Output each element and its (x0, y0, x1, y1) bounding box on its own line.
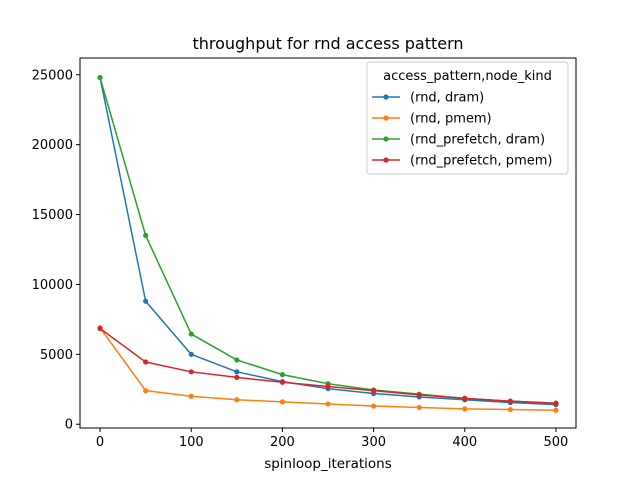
data-point (553, 400, 559, 406)
data-point (188, 369, 194, 375)
data-point (325, 383, 331, 390)
data-point (416, 404, 422, 411)
y-tick-label: 10000 (32, 278, 73, 293)
x-tick-label: 300 (361, 435, 386, 450)
axes-layer: 0 100 200 300 400 500050001000015000200002500… (32, 57, 577, 450)
plot-frame (79, 57, 577, 429)
data-point (553, 407, 559, 413)
y-tick-label: 0 (65, 418, 73, 433)
legend-frame (366, 61, 569, 175)
data-point (97, 74, 103, 81)
data-point (325, 401, 331, 407)
legend-item: (rnd, dram) (372, 91, 484, 106)
data-point (462, 395, 468, 401)
legend-items: (rnd, dram) (rnd, pmem) (rnd_prefetch, dra… (372, 91, 552, 169)
legend-item: (rnd_prefetch, pmem) (372, 154, 552, 169)
x-tick-label: 100 (179, 435, 204, 450)
legend-label: (rnd, pmem) (410, 112, 492, 127)
data-point (370, 403, 377, 409)
y-tick-label: 25000 (32, 68, 73, 83)
series-3 (97, 325, 559, 406)
legend-label: (rnd_prefetch, pmem) (410, 154, 552, 169)
x-tick-label: 0 (96, 435, 104, 450)
series-layer (97, 74, 559, 413)
x-axis-label: spinloop_iterations (264, 456, 392, 472)
legend-marker (383, 157, 389, 163)
data-point (234, 374, 240, 380)
data-point (234, 357, 240, 363)
data-point (462, 406, 468, 412)
x-tick-label: 400 (452, 435, 477, 450)
data-point (188, 393, 194, 399)
chart-title: throughput for rnd access pattern (192, 34, 463, 53)
legend-label: (rnd_prefetch, dram) (410, 133, 545, 148)
data-point (234, 397, 240, 403)
legend-item: (rnd, pmem) (372, 112, 492, 127)
y-tick-label: 20000 (32, 138, 73, 153)
legend-marker (383, 94, 389, 100)
data-point (279, 372, 286, 378)
data-point (143, 232, 149, 239)
series-line (99, 327, 556, 405)
data-point (279, 379, 286, 385)
data-point (143, 298, 149, 304)
legend-label: (rnd, dram) (410, 91, 484, 106)
legend-marker (383, 136, 389, 142)
data-point (507, 406, 513, 413)
data-point (507, 398, 513, 404)
legend-marker (383, 115, 389, 121)
data-point (97, 325, 103, 332)
series-line (99, 327, 556, 411)
data-point (416, 392, 422, 398)
data-point (143, 359, 149, 365)
data-point (188, 331, 194, 337)
data-point (279, 399, 286, 405)
x-tick-label: 200 (270, 435, 295, 450)
data-point (143, 388, 149, 394)
data-point (234, 369, 240, 375)
data-point (370, 388, 377, 394)
legend-item: (rnd_prefetch, dram) (372, 133, 545, 148)
legend-title: access_pattern,node_kind (383, 69, 552, 84)
y-tick-label: 5000 (40, 348, 73, 363)
data-point (188, 351, 194, 357)
x-tick-label: 500 (544, 435, 569, 450)
y-tick-label: 15000 (32, 208, 73, 223)
legend: access_pattern,node_kind (rnd, dram)(rnd… (366, 61, 569, 175)
